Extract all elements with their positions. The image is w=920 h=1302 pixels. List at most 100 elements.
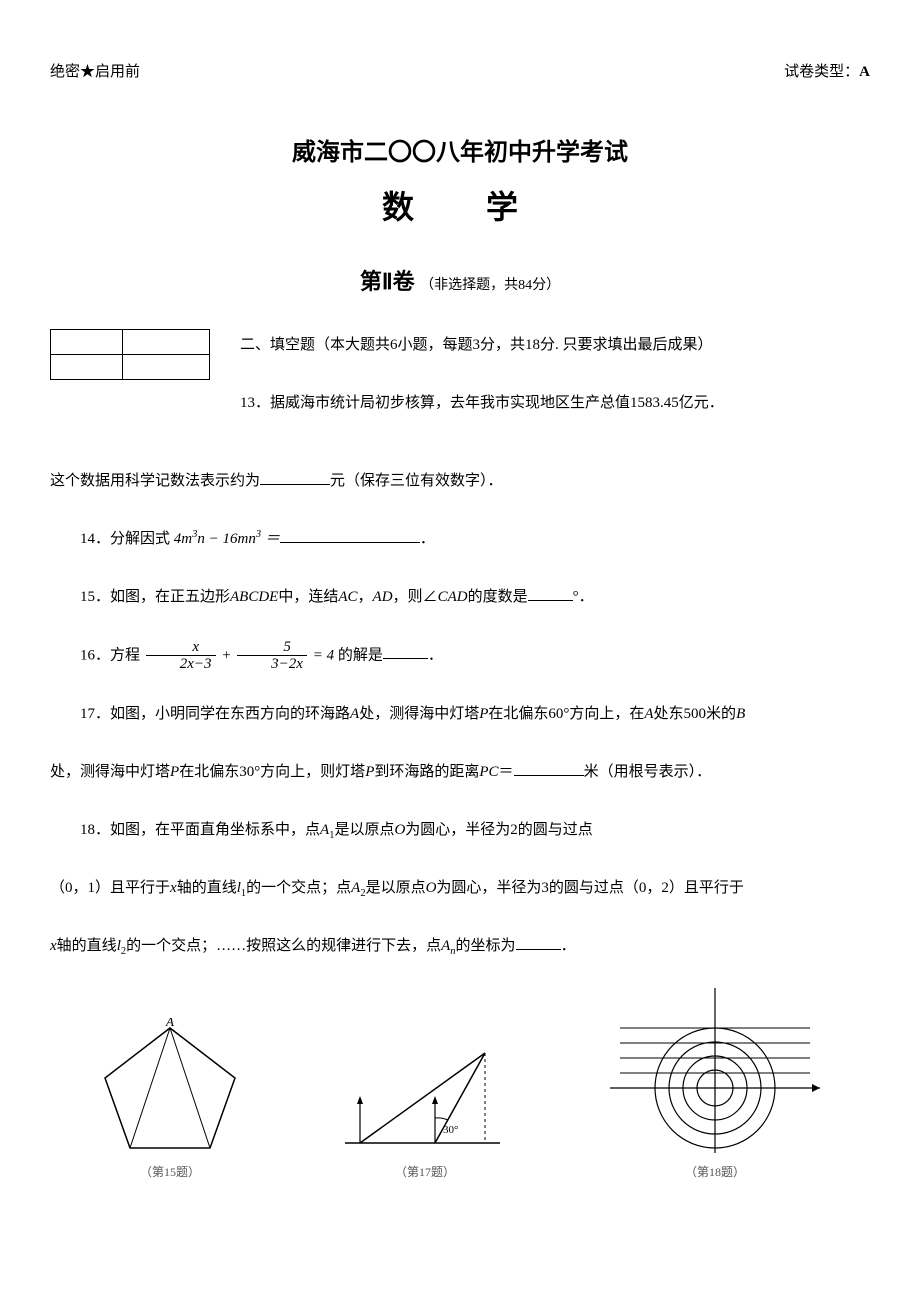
q15-d: ，则∠ bbox=[393, 589, 438, 605]
q18-l: ． bbox=[561, 938, 576, 954]
q16-frac1: x2x−3 bbox=[146, 639, 216, 673]
header-row: 绝密★启用前 试卷类型：A bbox=[50, 60, 870, 84]
q17-P1: P bbox=[479, 706, 488, 722]
q13-text-b: 这个数据用科学记数法表示约为 bbox=[50, 473, 260, 489]
q18-a: 18．如图，在平面直角坐标系中，点 bbox=[80, 822, 320, 838]
q13-text-c: 元（保存三位有效数字）． bbox=[330, 473, 503, 489]
q15-shape: ABCDE bbox=[230, 589, 278, 605]
q17-blank bbox=[514, 760, 584, 776]
score-cell bbox=[122, 329, 209, 354]
section2-right: 二、填空题（本大题共6小题，每题3分，共18分. 只要求填出最后成果） 13．据… bbox=[240, 329, 870, 445]
q18-x2: x bbox=[50, 938, 57, 954]
q18-f: 的一个交点；点 bbox=[246, 880, 351, 896]
q14-label: 14．分解因式 bbox=[80, 531, 174, 547]
q13-blank bbox=[260, 469, 330, 485]
frac2-den: 3−2x bbox=[237, 656, 307, 673]
q15-b: 中，连结 bbox=[278, 589, 338, 605]
frac1-num: x bbox=[146, 639, 216, 657]
svg-text:30°: 30° bbox=[443, 1124, 458, 1136]
figure-15: A （第15题） bbox=[95, 1018, 245, 1182]
q17-i: 米（用根号表示）． bbox=[584, 764, 712, 780]
q17-f: 在北偏东30°方向上，则灯塔 bbox=[179, 764, 365, 780]
pentagon-svg: A bbox=[95, 1018, 245, 1158]
q18-An: A bbox=[441, 938, 450, 954]
q15-ad: AD bbox=[373, 589, 393, 605]
q17-A2: A bbox=[644, 706, 653, 722]
q18-g: 是以原点 bbox=[366, 880, 426, 896]
q17-d: 处东500米的 bbox=[654, 706, 737, 722]
triangle-svg: 30° bbox=[335, 1038, 515, 1158]
frac-plus: + bbox=[221, 647, 231, 663]
frac1-den: 2x−3 bbox=[146, 656, 216, 673]
frac-eq: = 4 bbox=[313, 647, 334, 663]
q17-b: 处，测得海中灯塔 bbox=[359, 706, 479, 722]
figure-18: （第18题） bbox=[605, 988, 825, 1182]
q16-blank bbox=[383, 643, 428, 659]
q16-frac2: 53−2x bbox=[237, 639, 307, 673]
q16: 16．方程 x2x−3 + 53−2x = 4 的解是 ． bbox=[50, 639, 870, 673]
q18-blank bbox=[516, 934, 561, 950]
q16-b: 的解是 bbox=[338, 647, 383, 663]
q17-A1: A bbox=[350, 706, 359, 722]
q17-h: ＝ bbox=[499, 764, 514, 780]
section-title: 第Ⅱ卷 （非选择题，共84分） bbox=[50, 264, 870, 299]
q18-k: 的坐标为 bbox=[456, 938, 516, 954]
circles-svg bbox=[605, 988, 825, 1158]
q18-line2: （0，1）且平行于x轴的直线l1的一个交点；点A2是以原点O为圆心，半径为3的圆… bbox=[50, 872, 870, 905]
paper-type-value: A bbox=[859, 64, 870, 80]
section-small: （非选择题，共84分） bbox=[420, 278, 560, 293]
q18-d: （0，1）且平行于 bbox=[50, 880, 170, 896]
q14-blank bbox=[280, 527, 420, 543]
q18-A1: A bbox=[320, 822, 329, 838]
exam-title-line2: 数 学 bbox=[50, 182, 870, 233]
q14-period: ． bbox=[420, 531, 435, 547]
q15-ac: AC bbox=[338, 589, 357, 605]
q17-line2: 处，测得海中灯塔P在北偏东30°方向上，则灯塔P到环海路的距离PC＝米（用根号表… bbox=[50, 756, 870, 789]
q15-cad: CAD bbox=[438, 589, 468, 605]
q18-O1: O bbox=[394, 822, 405, 838]
header-secret: 绝密★启用前 bbox=[50, 60, 140, 84]
q17-B: B bbox=[736, 706, 745, 722]
q14-expr: 4m3n − 16mn3 ＝ bbox=[174, 531, 280, 547]
q17-P2: P bbox=[170, 764, 179, 780]
q13-part-b: 这个数据用科学记数法表示约为 元（保存三位有效数字）． bbox=[50, 465, 870, 498]
q17-P3: P bbox=[365, 764, 374, 780]
q14: 14．分解因式 4m3n − 16mn3 ＝ ． bbox=[50, 523, 870, 556]
figures-row: A （第15题） 30° （第17题） bbox=[50, 988, 870, 1182]
q15-e: 的度数是 bbox=[468, 589, 528, 605]
q15-f: °． bbox=[573, 589, 594, 605]
q17-a: 17．如图，小明同学在东西方向的环海路 bbox=[80, 706, 350, 722]
fig18-caption: （第18题） bbox=[605, 1163, 825, 1182]
q17-e: 处，测得海中灯塔 bbox=[50, 764, 170, 780]
q18-O2: O bbox=[426, 880, 437, 896]
q15-a: 15．如图，在正五边形 bbox=[80, 589, 230, 605]
q17-c: 在北偏东60°方向上，在 bbox=[488, 706, 644, 722]
score-cell bbox=[51, 329, 123, 354]
header-type: 试卷类型：A bbox=[784, 60, 870, 84]
q18-b: 是以原点 bbox=[334, 822, 394, 838]
section2-header-row: 二、填空题（本大题共6小题，每题3分，共18分. 只要求填出最后成果） 13．据… bbox=[50, 329, 870, 445]
score-cell bbox=[51, 354, 123, 379]
q18-j: 的一个交点；……按照这么的规律进行下去，点 bbox=[126, 938, 441, 954]
q17-PC: PC bbox=[479, 764, 498, 780]
q18-A2: A bbox=[351, 880, 360, 896]
frac2-num: 5 bbox=[237, 639, 307, 657]
paper-type-label: 试卷类型： bbox=[784, 64, 859, 80]
svg-text:A: A bbox=[165, 1018, 174, 1029]
score-table bbox=[50, 329, 210, 380]
q13-part-a: 13．据威海市统计局初步核算，去年我市实现地区生产总值1583.45亿元． bbox=[240, 387, 870, 420]
q16-a: 16．方程 bbox=[80, 647, 140, 663]
section2-heading: 二、填空题（本大题共6小题，每题3分，共18分. 只要求填出最后成果） bbox=[240, 329, 870, 362]
fig15-caption: （第15题） bbox=[95, 1163, 245, 1182]
exam-title-line1: 威海市二〇〇八年初中升学考试 bbox=[50, 134, 870, 172]
section-big: 第Ⅱ卷 bbox=[360, 269, 415, 294]
q18-line1: 18．如图，在平面直角坐标系中，点A1是以原点O为圆心，半径为2的圆与过点 bbox=[50, 814, 870, 847]
figure-17: 30° （第17题） bbox=[335, 1038, 515, 1182]
q15: 15．如图，在正五边形ABCDE中，连结AC，AD，则∠CAD的度数是°． bbox=[50, 581, 870, 614]
q17-g: 到环海路的距离 bbox=[374, 764, 479, 780]
q18-line3: x轴的直线l2的一个交点；……按照这么的规律进行下去，点An的坐标为． bbox=[50, 930, 870, 963]
fig17-caption: （第17题） bbox=[335, 1163, 515, 1182]
q16-c: ． bbox=[428, 647, 443, 663]
q18-e: 轴的直线 bbox=[177, 880, 237, 896]
q18-x1: x bbox=[170, 880, 177, 896]
